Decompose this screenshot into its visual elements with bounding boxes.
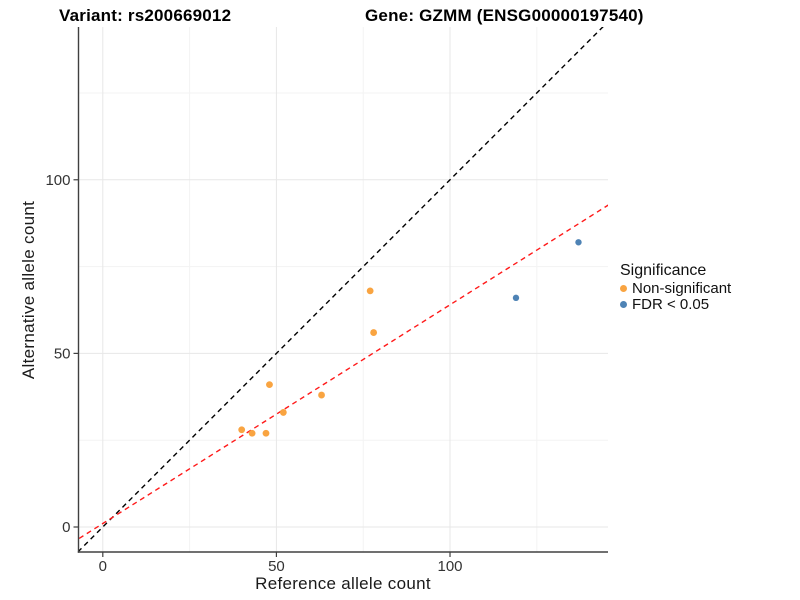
- data-point-fdr-0-05: [512, 294, 520, 302]
- data-point-non-significant: [248, 429, 256, 437]
- x-axis-label: Reference allele count: [255, 574, 431, 593]
- data-point-non-significant: [318, 391, 325, 399]
- gene-title: Gene: GZMM (ENSG00000197540): [365, 6, 644, 25]
- data-point-non-significant: [262, 429, 270, 437]
- data-point-non-significant: [370, 329, 378, 336]
- y-axis-label: Alternative allele count: [19, 200, 38, 380]
- data-point-fdr-0-05: [575, 239, 582, 246]
- data-point-non-significant: [279, 409, 287, 416]
- legend-item-label: Non-significant: [632, 280, 732, 297]
- y-tick-label: 100: [45, 172, 70, 189]
- identity-line: [78, 27, 604, 552]
- data-point-non-significant: [366, 287, 374, 295]
- legend-item-label: FDR < 0.05: [632, 296, 710, 313]
- x-tick-label: 0: [99, 558, 107, 575]
- legend-title: Significance: [620, 262, 707, 279]
- legend-item-non-significant: Non-significant: [620, 281, 731, 296]
- fit-line: [78, 204, 608, 540]
- x-tick-label: 100: [438, 558, 463, 575]
- y-tick-label: 50: [54, 345, 71, 362]
- legend-dot-fdr-icon: [620, 301, 627, 308]
- x-tick-label: 50: [268, 558, 285, 575]
- legend: Significance Non-significant FDR < 0.05: [620, 262, 731, 312]
- data-point-non-significant: [238, 426, 246, 434]
- variant-title: Variant: rs200669012: [59, 6, 232, 25]
- legend-dot-non-significant-icon: [620, 285, 627, 292]
- data-point-non-significant: [266, 381, 273, 389]
- legend-item-fdr: FDR < 0.05: [620, 297, 731, 312]
- y-tick-label: 0: [62, 519, 70, 536]
